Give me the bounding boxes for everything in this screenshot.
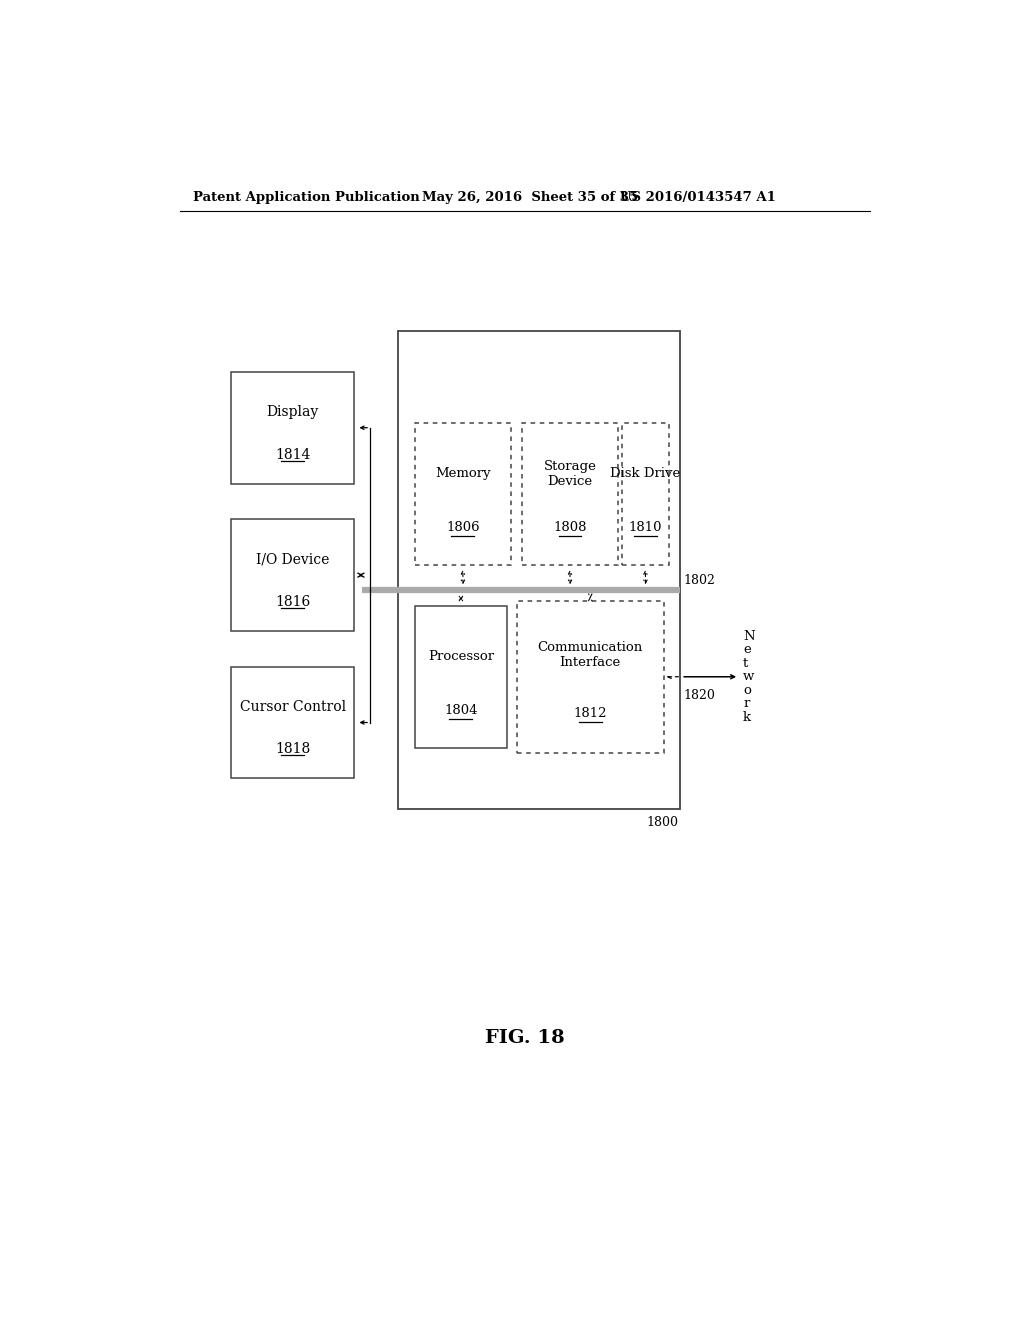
- Text: US 2016/0143547 A1: US 2016/0143547 A1: [620, 190, 776, 203]
- Bar: [522, 422, 617, 565]
- Text: Disk Drive: Disk Drive: [610, 467, 681, 480]
- Text: 1810: 1810: [629, 521, 663, 535]
- Bar: [231, 519, 354, 631]
- Text: Storage
Device: Storage Device: [544, 459, 596, 488]
- Text: 1816: 1816: [275, 595, 310, 609]
- Text: FIG. 18: FIG. 18: [485, 1028, 564, 1047]
- Text: 1806: 1806: [446, 521, 479, 535]
- Text: May 26, 2016  Sheet 35 of 35: May 26, 2016 Sheet 35 of 35: [422, 190, 638, 203]
- Text: Memory: Memory: [435, 467, 490, 480]
- Text: 1800: 1800: [646, 816, 678, 829]
- Text: 1804: 1804: [444, 705, 477, 717]
- Text: 1818: 1818: [275, 742, 310, 756]
- Text: Display: Display: [266, 405, 318, 418]
- Bar: [231, 667, 354, 779]
- Text: 1814: 1814: [275, 447, 310, 462]
- Text: Cursor Control: Cursor Control: [240, 700, 346, 714]
- Bar: [517, 601, 664, 752]
- Text: Patent Application Publication: Patent Application Publication: [194, 190, 420, 203]
- Bar: [416, 606, 507, 748]
- Text: I/O Device: I/O Device: [256, 553, 330, 566]
- Text: N
e
t
w
o
r
k: N e t w o r k: [743, 630, 755, 723]
- Text: 1802: 1802: [684, 574, 716, 586]
- Text: Processor: Processor: [428, 651, 494, 664]
- Text: 1820: 1820: [684, 689, 716, 702]
- Bar: [622, 422, 670, 565]
- Bar: [231, 372, 354, 483]
- Text: 1812: 1812: [573, 706, 607, 719]
- Text: Communication
Interface: Communication Interface: [538, 642, 643, 669]
- Bar: [397, 331, 680, 809]
- Text: 1808: 1808: [553, 521, 587, 535]
- Bar: [416, 422, 511, 565]
